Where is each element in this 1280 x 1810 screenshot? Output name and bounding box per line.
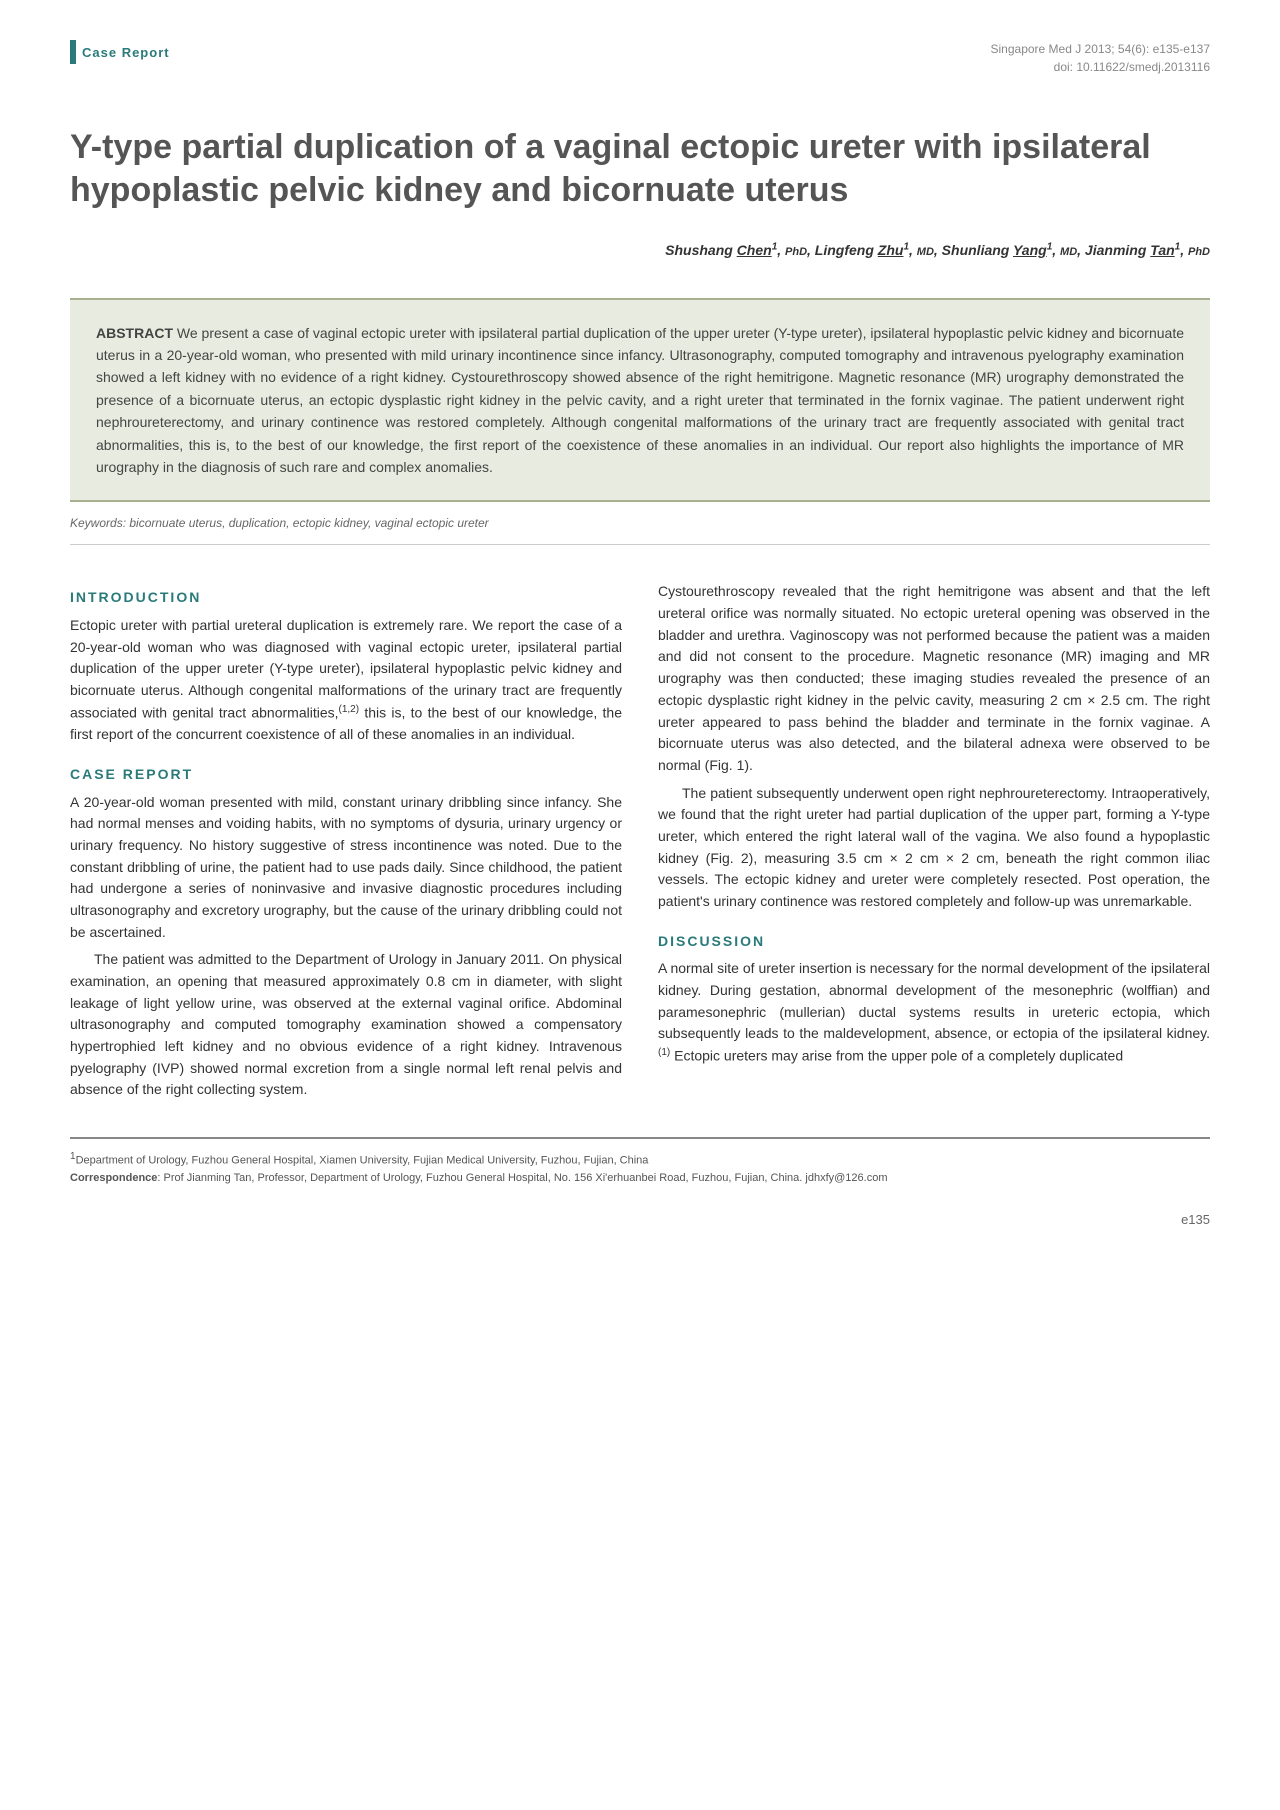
body-columns: INTRODUCTION Ectopic ureter with partial… [70, 581, 1210, 1107]
abstract-body: We present a case of vaginal ectopic ure… [96, 325, 1184, 475]
journal-citation: Singapore Med J 2013; 54(6): e135-e137 d… [991, 40, 1211, 76]
citation-ref: (1) [658, 1047, 670, 1058]
case-paragraph-3: Cystourethroscopy revealed that the righ… [658, 581, 1210, 776]
page-footer: 1Department of Urology, Fuzhou General H… [70, 1137, 1210, 1188]
author-list: Shushang Chen1, PhD, Lingfeng Zhu1, MD, … [70, 241, 1210, 258]
case-paragraph-4: The patient subsequently underwent open … [658, 783, 1210, 913]
abstract-label: ABSTRACT [96, 325, 173, 341]
case-report-heading: CASE REPORT [70, 764, 622, 786]
discussion-heading: DISCUSSION [658, 931, 1210, 953]
case-paragraph-1: A 20-year-old woman presented with mild,… [70, 792, 622, 944]
badge-accent-bar [70, 40, 76, 64]
journal-line: Singapore Med J 2013; 54(6): e135-e137 [991, 40, 1211, 58]
case-report-badge: Case Report [70, 40, 170, 64]
introduction-paragraph: Ectopic ureter with partial ureteral dup… [70, 615, 622, 746]
keywords-line: Keywords: bicornuate uterus, duplication… [70, 516, 1210, 545]
correspondence-line: Correspondence: Prof Jianming Tan, Profe… [70, 1170, 1210, 1188]
right-column: Cystourethroscopy revealed that the righ… [658, 581, 1210, 1107]
introduction-heading: INTRODUCTION [70, 587, 622, 609]
badge-label: Case Report [82, 45, 170, 60]
page-number: e135 [70, 1212, 1210, 1227]
doi-line: doi: 10.11622/smedj.2013116 [991, 58, 1211, 76]
abstract-paragraph: ABSTRACT We present a case of vaginal ec… [96, 322, 1184, 479]
affiliation-line: 1Department of Urology, Fuzhou General H… [70, 1149, 1210, 1170]
left-column: INTRODUCTION Ectopic ureter with partial… [70, 581, 622, 1107]
citation-ref: (1,2) [339, 704, 360, 715]
discussion-paragraph: A normal site of ureter insertion is nec… [658, 958, 1210, 1067]
page-header: Case Report Singapore Med J 2013; 54(6):… [70, 40, 1210, 76]
case-paragraph-2: The patient was admitted to the Departme… [70, 949, 622, 1101]
abstract-box: ABSTRACT We present a case of vaginal ec… [70, 298, 1210, 503]
article-title: Y-type partial duplication of a vaginal … [70, 126, 1210, 211]
